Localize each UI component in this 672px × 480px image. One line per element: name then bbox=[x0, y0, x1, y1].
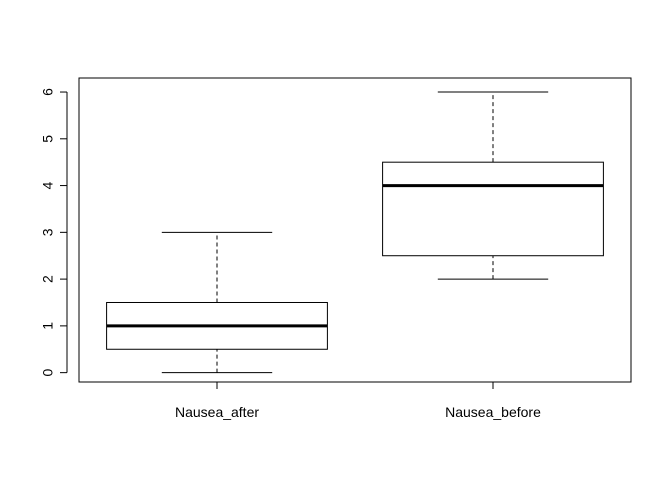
boxes-group bbox=[106, 91, 604, 374]
box-group bbox=[106, 231, 328, 374]
y-tick-label: 4 bbox=[40, 181, 56, 189]
y-tick-label: 6 bbox=[40, 88, 56, 96]
box-iqr bbox=[382, 161, 604, 257]
x-category-label: Nausea_before bbox=[445, 404, 541, 420]
x-axis: Nausea_after Nausea_before bbox=[175, 382, 541, 420]
y-tick-label: 3 bbox=[40, 228, 56, 236]
box-group bbox=[382, 91, 604, 280]
y-axis: 0 1 2 3 4 5 6 bbox=[40, 88, 68, 377]
x-category-label: Nausea_after bbox=[175, 404, 259, 420]
y-tick-label: 1 bbox=[40, 322, 56, 330]
y-tick-label: 2 bbox=[40, 275, 56, 283]
y-tick-label: 5 bbox=[40, 135, 56, 143]
plot-frame bbox=[78, 77, 632, 383]
y-tick-label: 0 bbox=[40, 369, 56, 377]
